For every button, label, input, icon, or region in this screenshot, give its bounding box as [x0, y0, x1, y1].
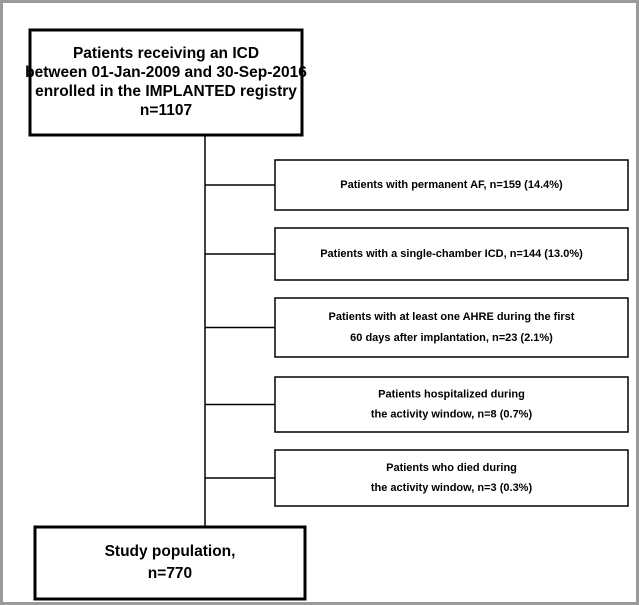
node-box [274, 376, 629, 433]
node-text: Patients with permanent AF, n=159 (14.4%… [340, 179, 563, 191]
flow-node: Patients with a single-chamber ICD, n=14… [274, 227, 629, 281]
node-text: n=1107 [140, 102, 192, 119]
node-text: n=770 [148, 565, 192, 582]
node-text: the activity window, n=8 (0.7%) [371, 408, 533, 420]
flow-node: Patients receiving an ICD between 01-Jan-… [25, 28, 307, 137]
node-text: enrolled in the IMPLANTED registry [35, 83, 297, 100]
flow-node: Patients with permanent AF, n=159 (14.4%… [274, 159, 629, 211]
node-box [274, 297, 629, 358]
node-text: between 01-Jan-2009 and 30-Sep-2016 [25, 64, 307, 81]
node-box [274, 159, 629, 211]
node-text: the activity window, n=3 (0.3%) [371, 482, 533, 494]
node-text: Patients receiving an ICD [73, 45, 259, 62]
flow-node: Patients hospitalized during the activity… [274, 376, 629, 433]
node-text: Study population, [105, 543, 236, 560]
node-box [274, 227, 629, 281]
flow-node: Patients who died during the activity win… [274, 449, 629, 507]
node-box [274, 449, 629, 507]
node-text: 60 days after implantation, n=23 (2.1%) [350, 332, 553, 344]
node-text: Patients with at least one AHRE during t… [329, 311, 575, 323]
node-text: Patients who died during [386, 462, 517, 474]
flow-node: Patients with at least one AHRE during t… [274, 297, 629, 358]
node-text: Patients hospitalized during [378, 388, 525, 400]
node-text: Patients with a single-chamber ICD, n=14… [320, 248, 583, 260]
flow-node: Study population, n=770 [33, 525, 307, 601]
node-box [28, 28, 304, 137]
node-box [33, 525, 307, 601]
